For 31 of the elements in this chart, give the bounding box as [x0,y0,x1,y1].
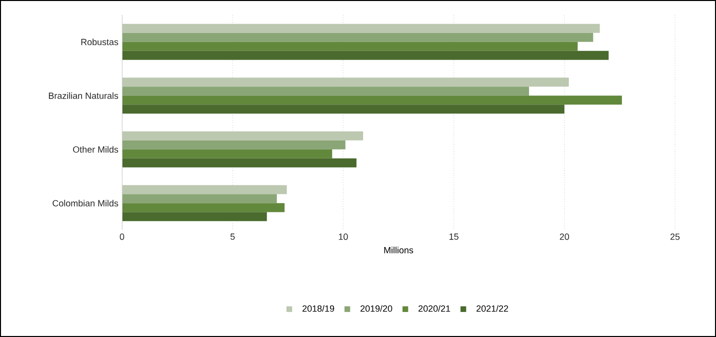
y-tick-label: Brazilian Naturals [48,92,118,99]
bar [122,86,530,96]
bar [122,24,600,33]
bar [122,149,332,158]
x-axis-title: Millions [384,246,414,254]
legend-label: 2020/21 [418,305,450,312]
bar [122,203,285,212]
y-tick-label: Robustas [81,38,118,46]
y-tick-label: Colombian Milds [52,200,118,206]
bar [122,96,622,105]
bar [122,185,287,194]
bar [122,140,346,150]
x-tick-label: 15 [450,234,458,240]
x-tick-label: 25 [670,234,680,240]
x-tick-label: 5 [230,234,235,240]
x-tick-label: 10 [338,234,348,240]
bar [122,194,277,204]
y-tick-label: Other Milds [73,146,118,153]
bar [122,78,569,87]
bar [122,212,267,222]
x-tick-label: 20 [560,234,570,240]
legend-label: 2021/22 [476,305,508,312]
bar [122,42,578,51]
bar [122,158,356,168]
legend-label: 2018/19 [302,305,334,312]
x-tick-label: 0 [120,234,124,240]
bar [122,104,564,114]
bar [122,32,594,42]
bar [122,50,609,60]
bar [122,131,364,140]
legend-label: 2019/20 [360,305,392,312]
